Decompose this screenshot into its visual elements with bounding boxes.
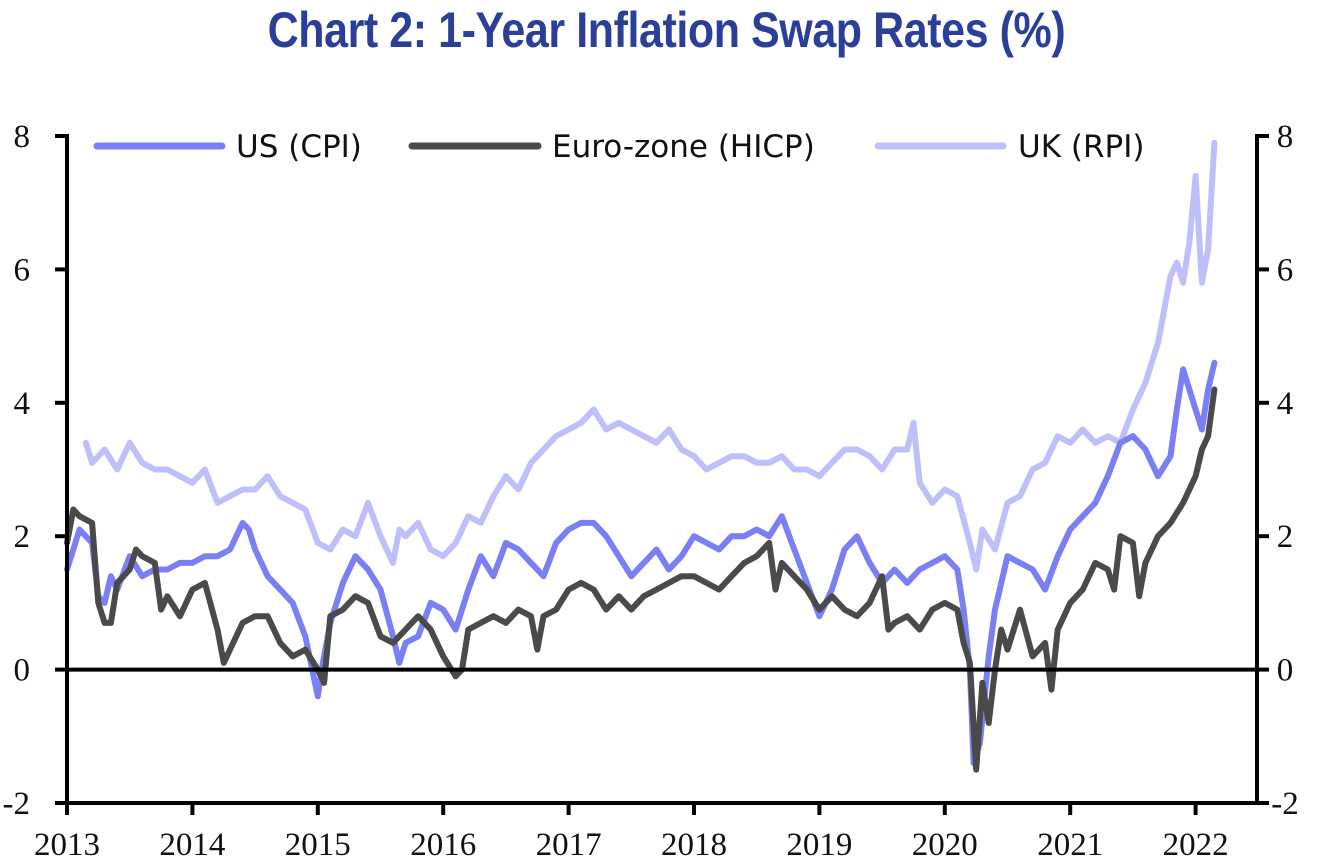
x-tick-label: 2018 — [661, 827, 727, 863]
x-tick-label: 2021 — [1037, 827, 1103, 863]
right-y-tick-label: 8 — [1277, 119, 1294, 155]
x-tick-label: 2014 — [159, 827, 225, 863]
left-y-tick-label: 0 — [14, 653, 31, 689]
right-y-tick-label: -2 — [1271, 786, 1299, 822]
x-tick-label: 2019 — [786, 827, 852, 863]
right-y-tick-label: 2 — [1277, 519, 1294, 555]
legend-label: UK (RPI) — [1018, 129, 1144, 165]
right-y-tick-label: 0 — [1277, 653, 1294, 689]
series-line-euro-zone-hicp — [64, 386, 1218, 773]
legend-label: Euro-zone (HICP) — [552, 129, 815, 165]
legend-item-uk-rpi: UK (RPI) — [874, 129, 1144, 165]
chart-title: Chart 2: 1-Year Inflation Swap Rates (%) — [267, 2, 1066, 58]
legend-item-us-cpi: US (CPI) — [93, 129, 362, 165]
x-tick-label: 2022 — [1163, 827, 1229, 863]
right-y-tick-label: 4 — [1277, 386, 1294, 422]
x-tick-label: 2015 — [285, 827, 351, 863]
right-y-tick-label: 6 — [1277, 252, 1294, 288]
left-y-tick-label: 8 — [14, 119, 31, 155]
left-y-tick-label: -2 — [3, 786, 31, 822]
x-tick-label: 2013 — [34, 827, 100, 863]
x-tick-label: 2016 — [410, 827, 476, 863]
left-y-tick-label: 2 — [14, 519, 31, 555]
left-y-tick-label: 4 — [14, 386, 31, 422]
legend: US (CPI) Euro-zone (HICP) UK (RPI) — [93, 129, 1144, 165]
legend-item-euro-zone-hicp: Euro-zone (HICP) — [408, 129, 815, 165]
left-y-tick-label: 6 — [14, 252, 31, 288]
x-tick-label: 2020 — [912, 827, 978, 863]
series-line-us-cpi — [64, 359, 1218, 766]
series-line-uk-rpi — [82, 139, 1218, 573]
legend-label: US (CPI) — [236, 129, 362, 165]
axes-layer: -2 -2 0 0 2 2 4 4 6 6 8 8 2013 2014 2015 2016 2017 2018 20… — [3, 119, 1299, 863]
x-tick-label: 2017 — [536, 827, 602, 863]
series-layer — [64, 139, 1218, 773]
